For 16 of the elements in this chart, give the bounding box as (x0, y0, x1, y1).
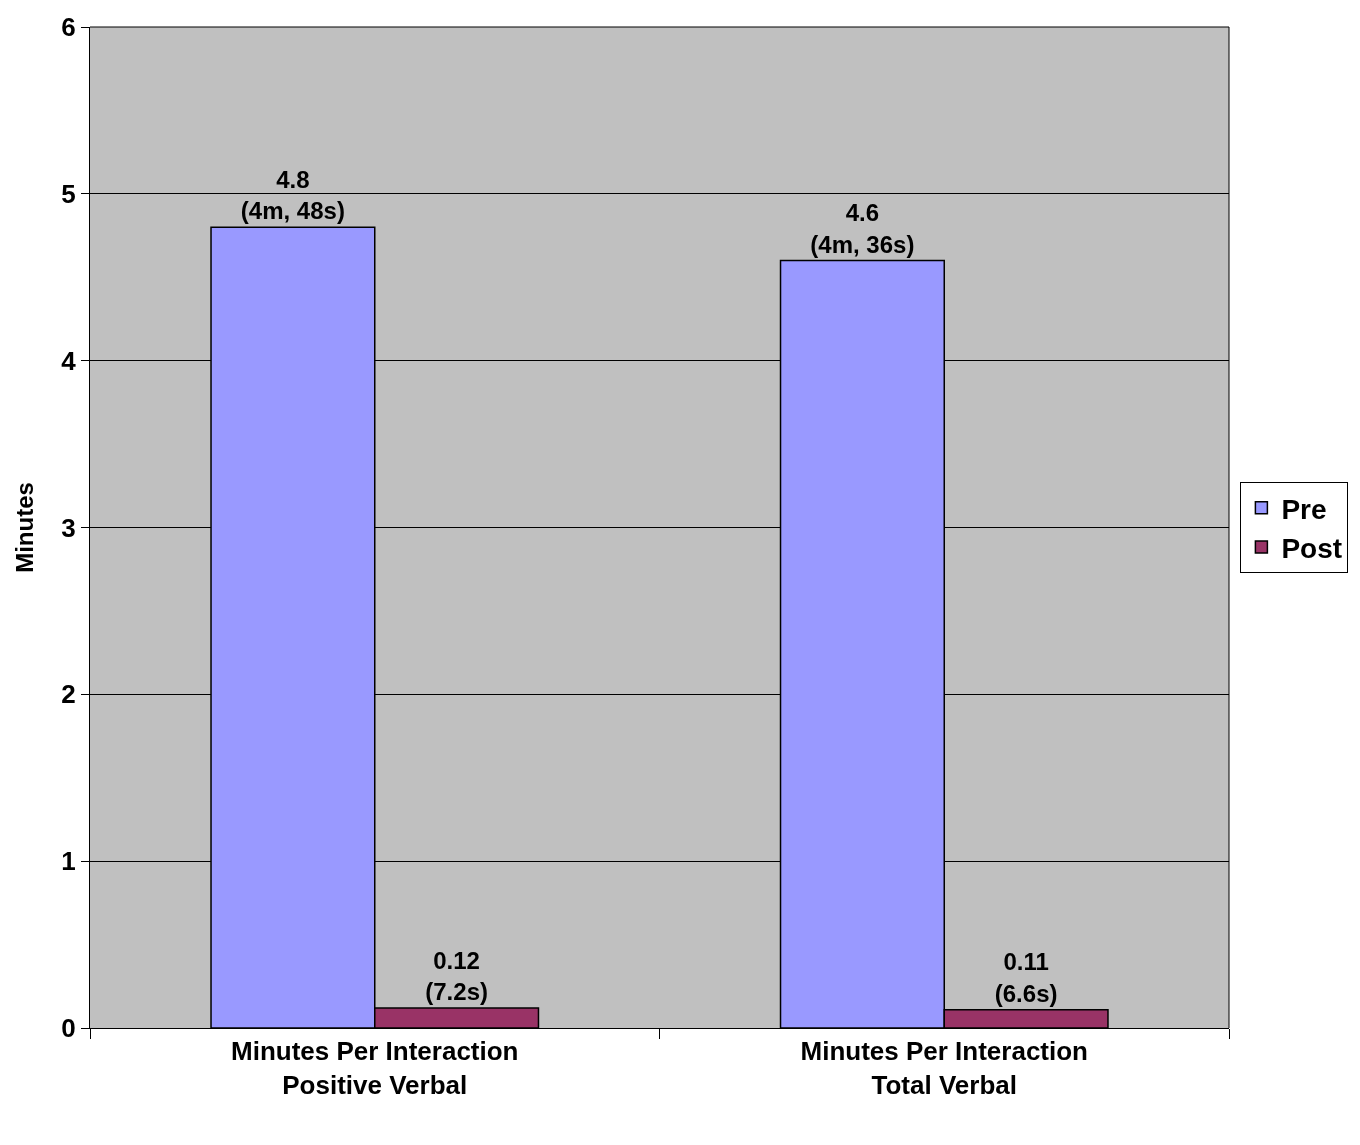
x-tick-label: Minutes Per Interaction Positive Verbal (231, 1036, 519, 1100)
data-label: 4.8 (4m, 48s) (240, 166, 345, 225)
legend-label: Post (1281, 533, 1343, 565)
data-label: 0.11 (6.6s) (994, 948, 1058, 1007)
y-tick-label: 2 (61, 679, 76, 710)
y-tick-label: 6 (61, 12, 76, 43)
legend-label: Pre (1281, 493, 1327, 525)
y-tick-label: 5 (61, 178, 76, 209)
y-tick-label: 1 (61, 846, 76, 877)
y-tick-label: 4 (61, 345, 77, 376)
x-tick-label: Minutes Per Interaction Total Verbal (800, 1036, 1088, 1100)
y-tick-label: 0 (61, 1013, 76, 1044)
y-tick-label: 3 (61, 512, 76, 543)
y-axis-title: Minutes (11, 482, 39, 573)
data-label: 0.12 (7.2s) (425, 946, 488, 1005)
data-label: 4.6 (4m, 36s) (810, 199, 915, 258)
